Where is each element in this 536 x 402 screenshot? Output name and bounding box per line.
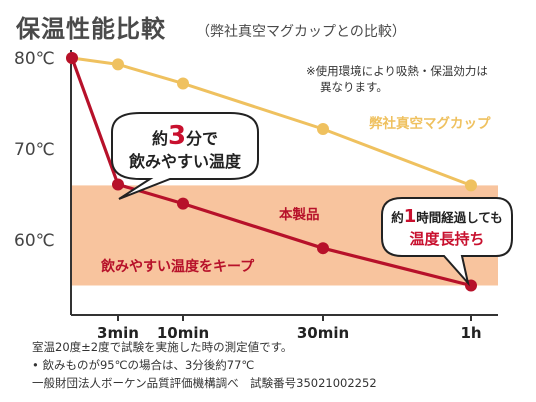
series-product (66, 52, 477, 292)
callout-bubble-shape (111, 112, 259, 200)
callout-bubble-3min: 約3分で 飲みやすい温度 (111, 112, 259, 200)
y-tick-label: 80℃ (14, 49, 55, 69)
chart-title: 保温性能比較 (15, 15, 166, 43)
y-tick-label: 70℃ (14, 140, 55, 160)
series-label-mug: 弊社真空マグカップ (369, 115, 491, 132)
callout-1-line-1: 約3分で (152, 121, 218, 151)
series-layer (66, 52, 477, 292)
zone-label: 飲みやすい温度をキープ (100, 258, 255, 275)
footer-note-3: 一般財団法人ボーケン品質評価機構調べ 試験番号35021002252 (32, 376, 377, 390)
y-tick-label: 60℃ (14, 231, 55, 251)
data-point (112, 178, 124, 191)
disclaimer-line-2: 異なります。 (320, 80, 388, 94)
data-point (112, 58, 124, 71)
data-point (66, 52, 78, 64)
disclaimer-line-1: ※使用環境により吸熱・保温効力は (306, 64, 488, 78)
x-tick-label: 1h (460, 324, 481, 342)
data-point (177, 197, 189, 210)
data-point (317, 242, 329, 255)
x-tick-label: 30min (297, 324, 349, 342)
chart-subtitle: （弊社真空マグカップとの比較） (196, 24, 406, 40)
y-tick-labels: 80℃ 70℃ 60℃ (14, 49, 55, 251)
callout-bubble-1h: 約1時間経過しても 温度長持ち (381, 197, 513, 287)
x-tick-labels: 3min 10min 30min 1h (97, 315, 482, 342)
footer-note-2: • 飲みものが95℃の場合は、3分後約77℃ (32, 358, 255, 372)
data-point (465, 179, 477, 192)
footer-note-1: 室温20度±2度で試験を実施した時の測定値です。 (32, 340, 293, 354)
data-point (317, 122, 329, 135)
x-tick-label: 3min (97, 324, 139, 342)
callout-1-line-2: 飲みやすい温度 (128, 152, 242, 171)
data-point (177, 77, 189, 90)
callout-2-line-1: 約1時間経過しても (391, 206, 503, 227)
callout-2-line-2: 温度長持ち (409, 230, 484, 248)
series-label-product: 本製品 (279, 206, 320, 223)
callout-bubble-shape-2 (381, 197, 513, 287)
x-tick-label: 10min (157, 324, 209, 342)
